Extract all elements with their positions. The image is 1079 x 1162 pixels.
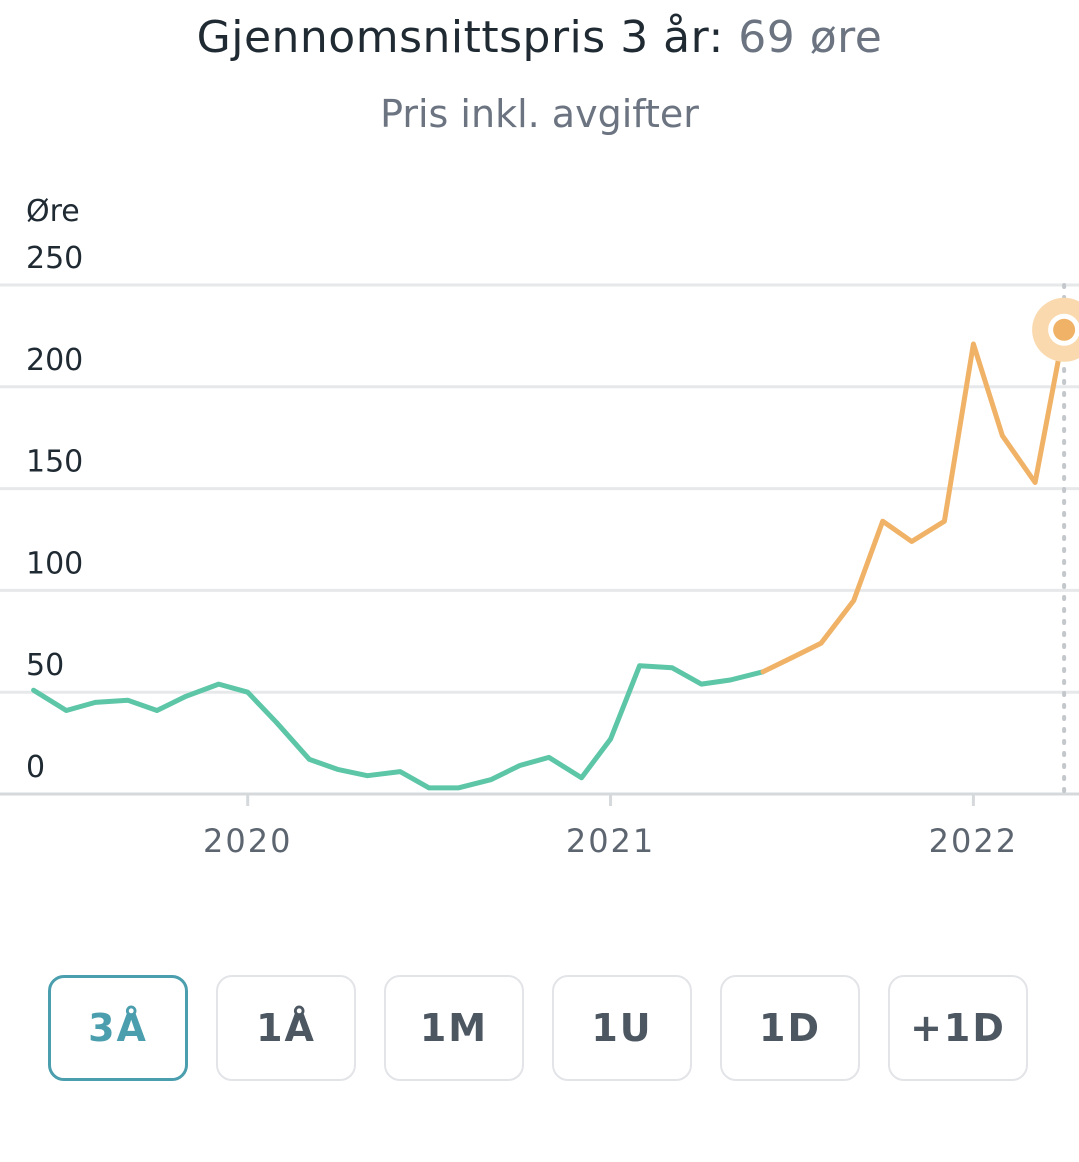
- y-axis-ticks: 0 50 100 150 200 250: [26, 241, 83, 785]
- y-tick-label: 50: [26, 648, 64, 683]
- current-price-marker[interactable]: [1032, 297, 1079, 362]
- price-chart: 0 50 100 150 200 250 Øre 2020 2021 2022: [0, 194, 1079, 860]
- x-tick-label: 2020: [203, 822, 292, 860]
- y-axis-unit-label: Øre: [26, 194, 80, 229]
- x-axis: 2020 2021 2022: [203, 794, 1018, 860]
- x-tick-label: 2021: [566, 822, 655, 860]
- range-button-plus-1d[interactable]: +1D: [888, 975, 1028, 1081]
- recent-price-line: [760, 327, 1067, 675]
- y-tick-label: 0: [26, 750, 45, 785]
- page-title: Gjennomsnittspris 3 år: 69 øre: [0, 12, 1079, 63]
- y-tick-label: 250: [26, 241, 83, 276]
- range-button-1å[interactable]: 1Å: [216, 975, 356, 1081]
- y-tick-label: 100: [26, 546, 83, 581]
- title-prefix: Gjennomsnittspris 3 år:: [196, 12, 724, 63]
- range-button-3å[interactable]: 3Å: [48, 975, 188, 1081]
- range-button-1m[interactable]: 1M: [384, 975, 524, 1081]
- historical-price-line: [31, 663, 766, 791]
- price-lines: [31, 327, 1067, 791]
- range-button-1d[interactable]: 1D: [720, 975, 860, 1081]
- chart-grid: [0, 283, 1079, 796]
- marker-dot: [1053, 318, 1076, 341]
- average-price-value: 69 øre: [738, 12, 883, 63]
- x-tick-label: 2022: [929, 822, 1018, 860]
- y-tick-label: 200: [26, 343, 83, 378]
- page-subtitle: Pris inkl. avgifter: [380, 92, 699, 136]
- time-range-selector: 3Å 1Å 1M 1U 1D +1D: [48, 975, 1038, 1083]
- y-tick-label: 150: [26, 445, 83, 480]
- range-button-1u[interactable]: 1U: [552, 975, 692, 1081]
